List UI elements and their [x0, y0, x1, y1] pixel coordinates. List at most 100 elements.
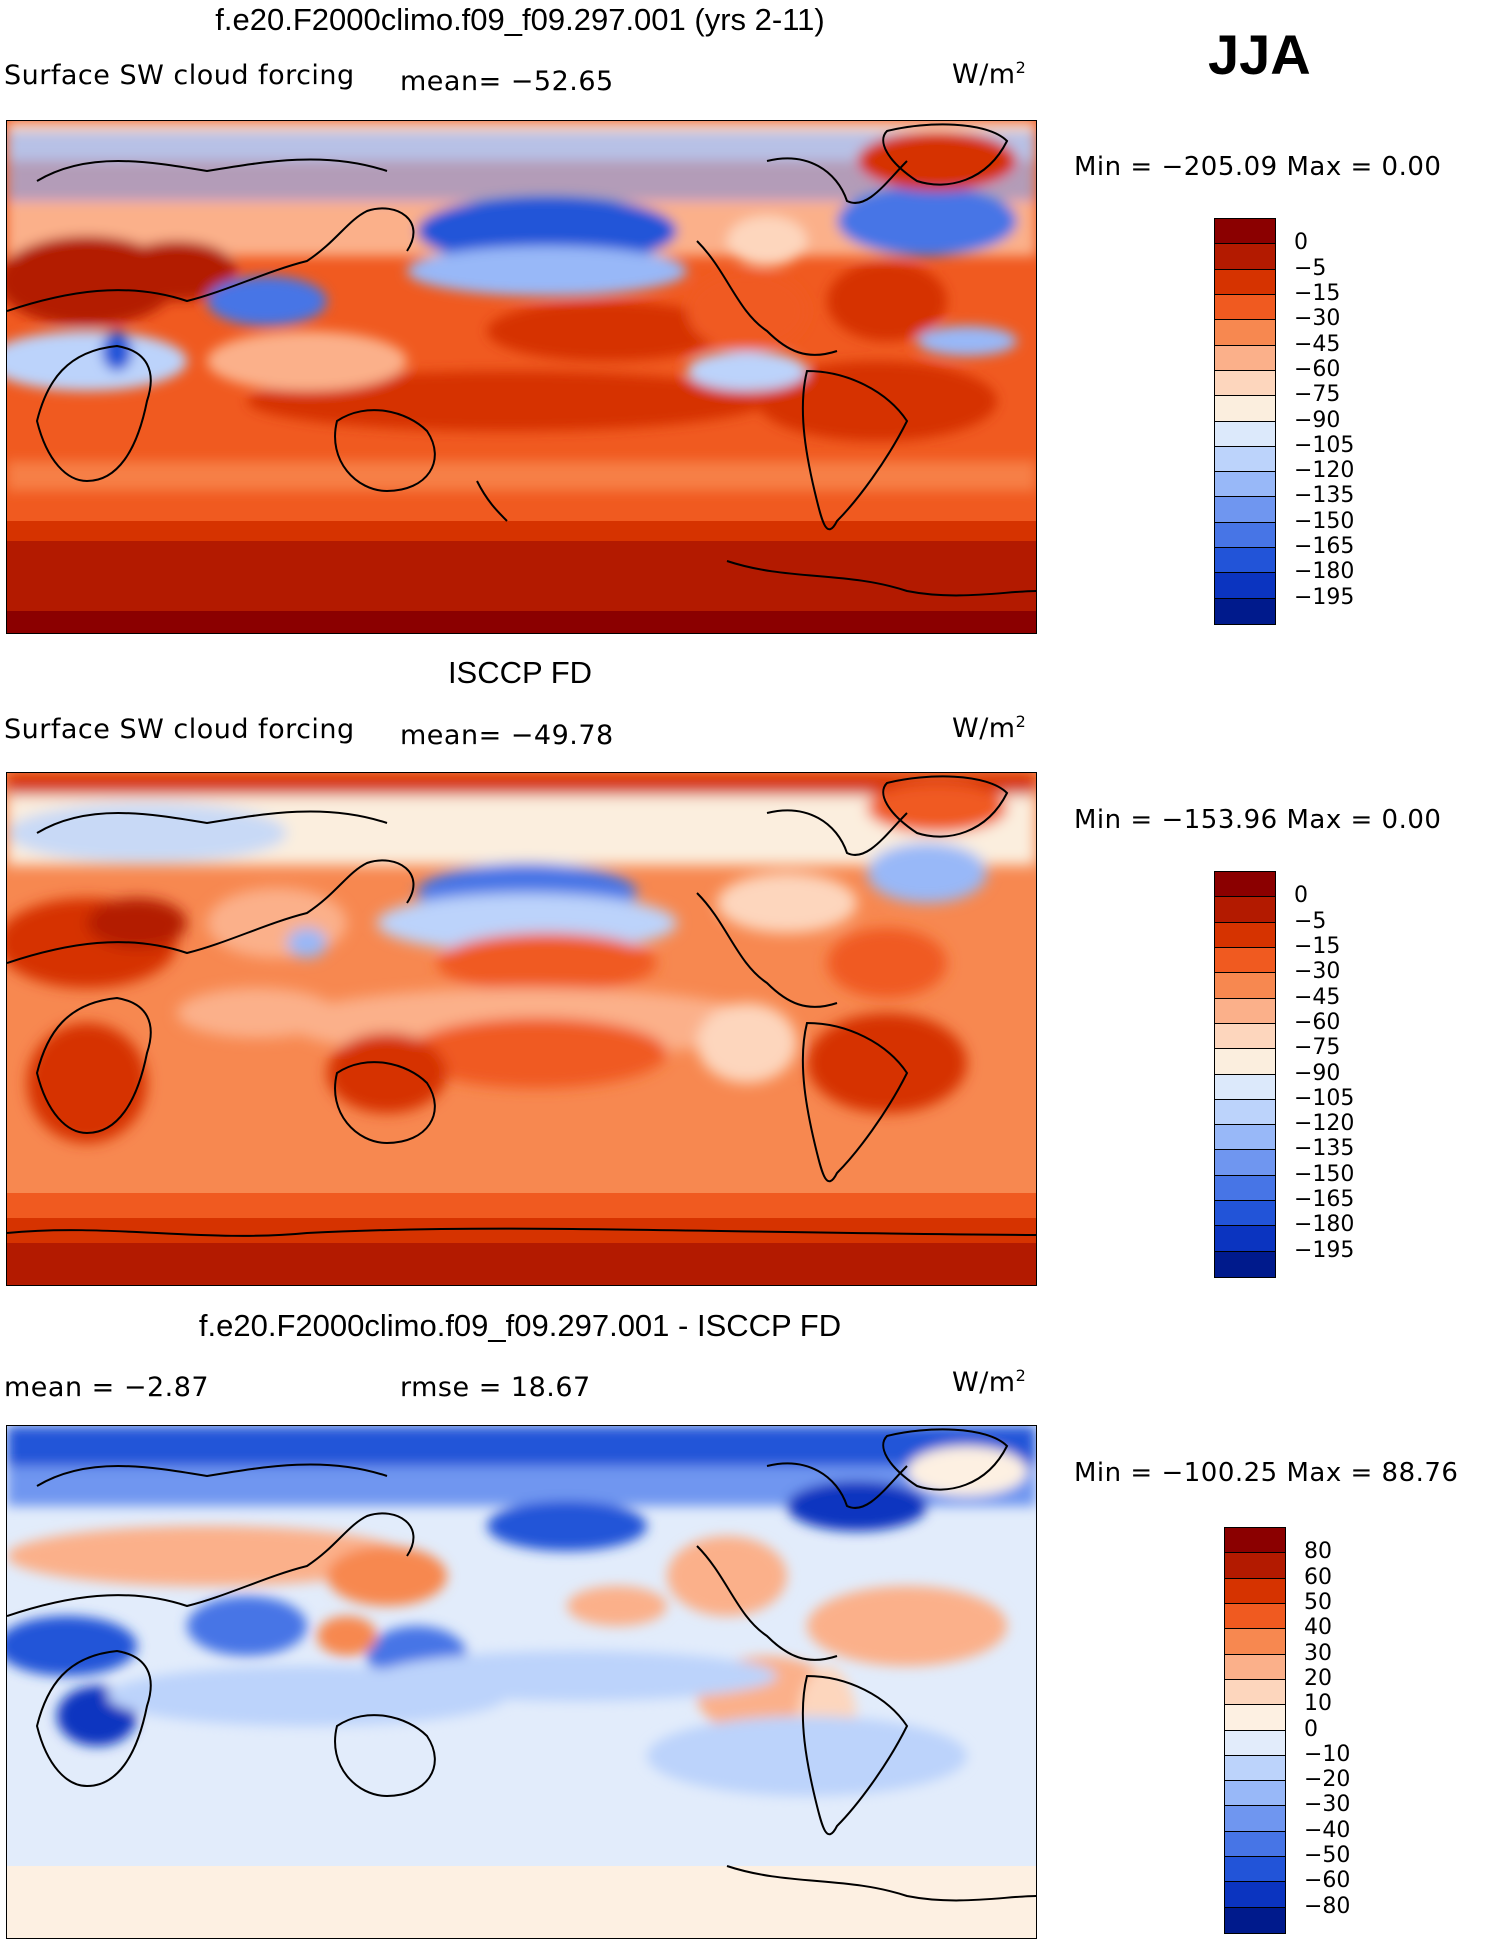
colorbar-tick-label: −75 — [1294, 382, 1341, 408]
colorbar-tick-label: −180 — [1294, 1212, 1355, 1238]
panel-1-map — [6, 120, 1037, 634]
colorbar-tick-label: −30 — [1294, 306, 1341, 332]
panel-3-title: f.e20.F2000climo.f09_f09.297.001 - ISCCP… — [198, 1308, 842, 1343]
colorbar-swatch — [1215, 244, 1275, 270]
colorbar-tick-label: −5 — [1294, 908, 1327, 934]
colorbar-tick-label: −120 — [1294, 458, 1355, 484]
colorbar-swatch — [1215, 998, 1275, 1024]
panel-2-map — [6, 772, 1037, 1286]
colorbar-swatch — [1215, 897, 1275, 923]
colorbar-tick-label: −5 — [1294, 255, 1327, 281]
colorbar-swatch — [1225, 1806, 1285, 1832]
colorbar-swatch — [1215, 370, 1275, 397]
colorbar-swatch — [1215, 294, 1275, 321]
colorbar-swatch — [1225, 1705, 1285, 1731]
colorbar-tick-label: 0 — [1304, 1716, 1318, 1742]
colorbar-swatch — [1215, 1251, 1275, 1277]
colorbar-tick-label: −60 — [1294, 1009, 1341, 1035]
colorbar-swatch — [1215, 219, 1275, 245]
colorbar-swatch — [1215, 396, 1275, 422]
panel-2-colorbar-swatches — [1214, 871, 1276, 1278]
colorbar-swatch — [1225, 1679, 1285, 1706]
colorbar-swatch — [1215, 1023, 1275, 1050]
colorbar-swatch — [1225, 1781, 1285, 1807]
colorbar-tick-label: 0 — [1294, 883, 1308, 909]
colorbar-swatch — [1225, 1578, 1285, 1604]
colorbar-swatch — [1225, 1882, 1285, 1908]
panel-3-colorbar-swatches — [1224, 1527, 1286, 1934]
panel-1-units: W/m2 — [952, 58, 1027, 90]
colorbar-swatch — [1215, 1201, 1275, 1227]
colorbar-swatch — [1215, 497, 1275, 523]
colorbar-tick-label: −20 — [1304, 1767, 1351, 1793]
panel-3-map — [6, 1425, 1037, 1939]
colorbar-swatch — [1215, 872, 1275, 898]
colorbar-tick-label: −120 — [1294, 1111, 1355, 1137]
colorbar-swatch — [1225, 1603, 1285, 1630]
colorbar-tick-label: −15 — [1294, 933, 1341, 959]
panel-2-units: W/m2 — [952, 712, 1027, 744]
colorbar-tick-label: −80 — [1304, 1893, 1351, 1919]
colorbar-swatch — [1225, 1553, 1285, 1579]
panel-3-minmax: Min = −100.25 Max = 88.76 — [1074, 1458, 1459, 1488]
colorbar-tick-label: −75 — [1294, 1035, 1341, 1061]
colorbar-swatch — [1225, 1730, 1285, 1756]
panel-1-minmax: Min = −205.09 Max = 0.00 — [1074, 152, 1442, 182]
colorbar-swatch — [1225, 1755, 1285, 1782]
colorbar-swatch — [1225, 1654, 1285, 1680]
panel-2-variable-label: Surface SW cloud forcing — [4, 714, 355, 745]
colorbar-tick-label: −40 — [1304, 1817, 1351, 1843]
colorbar-swatch — [1215, 1226, 1275, 1252]
colorbar-swatch — [1215, 598, 1275, 624]
colorbar-swatch — [1215, 522, 1275, 549]
colorbar-swatch — [1225, 1907, 1285, 1933]
season-label: JJA — [1208, 23, 1311, 86]
panel-2-mean: mean= −49.78 — [400, 720, 614, 751]
colorbar-swatch — [1215, 973, 1275, 999]
colorbar-swatch — [1215, 548, 1275, 574]
colorbar-tick-label: −195 — [1294, 584, 1355, 610]
colorbar-swatch — [1215, 421, 1275, 447]
colorbar-tick-label: 0 — [1294, 230, 1308, 256]
panel-2-title: ISCCP FD — [447, 655, 593, 690]
colorbar-tick-label: −90 — [1294, 1060, 1341, 1086]
colorbar-swatch — [1215, 446, 1275, 473]
colorbar-tick-label: −105 — [1294, 1085, 1355, 1111]
colorbar-tick-label: −50 — [1304, 1843, 1351, 1869]
colorbar-swatch — [1225, 1528, 1285, 1554]
colorbar-swatch — [1225, 1629, 1285, 1655]
panel-1-title: f.e20.F2000climo.f09_f09.297.001 (yrs 2-… — [215, 2, 825, 37]
colorbar-tick-label: −30 — [1304, 1792, 1351, 1818]
colorbar-tick-label: 60 — [1304, 1564, 1332, 1590]
colorbar-tick-label: −90 — [1294, 407, 1341, 433]
colorbar-swatch — [1215, 269, 1275, 295]
colorbar-tick-label: −135 — [1294, 483, 1355, 509]
colorbar-swatch — [1215, 1150, 1275, 1176]
panel-3-rmse: rmse = 18.67 — [400, 1372, 591, 1403]
colorbar-tick-label: −10 — [1304, 1741, 1351, 1767]
colorbar-swatch — [1225, 1857, 1285, 1883]
colorbar-tick-label: −45 — [1294, 331, 1341, 357]
colorbar-swatch — [1215, 922, 1275, 948]
panel-3-units: W/m2 — [952, 1366, 1027, 1398]
colorbar-tick-label: 20 — [1304, 1665, 1332, 1691]
panel-1-variable-label: Surface SW cloud forcing — [4, 60, 355, 91]
colorbar-swatch — [1215, 1049, 1275, 1075]
colorbar-tick-label: −180 — [1294, 559, 1355, 585]
panel-2-minmax: Min = −153.96 Max = 0.00 — [1074, 805, 1442, 835]
colorbar-swatch — [1215, 1074, 1275, 1100]
colorbar-tick-label: −165 — [1294, 1187, 1355, 1213]
colorbar-tick-label: −195 — [1294, 1237, 1355, 1263]
colorbar-tick-label: −30 — [1294, 959, 1341, 985]
colorbar-tick-label: 50 — [1304, 1589, 1332, 1615]
colorbar-tick-label: −105 — [1294, 432, 1355, 458]
panel-1-colorbar-swatches — [1214, 218, 1276, 625]
colorbar-swatch — [1215, 1175, 1275, 1202]
colorbar-tick-label: 10 — [1304, 1691, 1332, 1717]
colorbar-swatch — [1215, 573, 1275, 599]
colorbar-tick-label: −60 — [1294, 356, 1341, 382]
colorbar-swatch — [1215, 1125, 1275, 1151]
colorbar-tick-label: −150 — [1294, 508, 1355, 534]
colorbar-swatch — [1215, 472, 1275, 498]
colorbar-tick-label: −15 — [1294, 280, 1341, 306]
